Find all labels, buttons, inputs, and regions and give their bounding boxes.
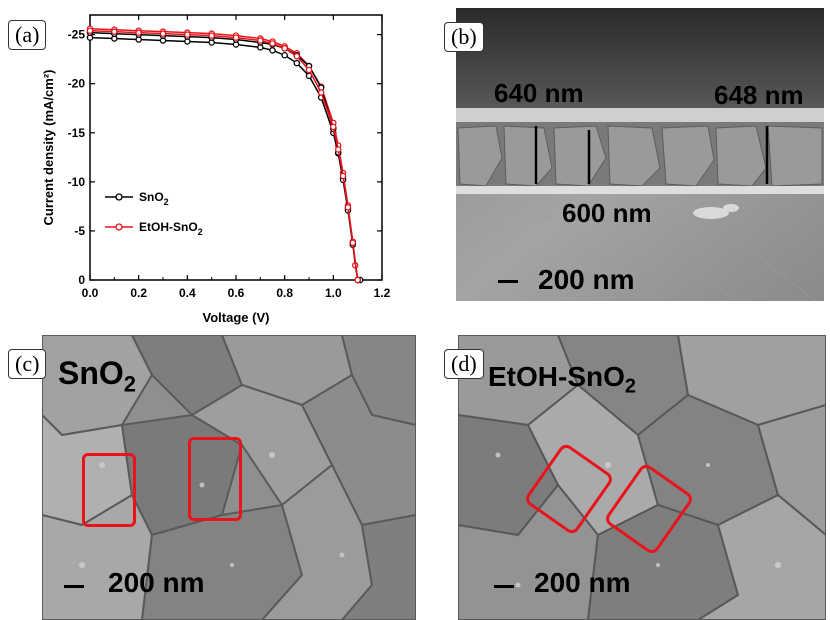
legend-marker (115, 223, 123, 231)
sem-image-sno2 (42, 335, 416, 620)
sample-title-main: EtOH-SnO (488, 361, 625, 392)
series-point (349, 239, 357, 246)
series-line (89, 27, 359, 281)
thickness-label-left: 640 nm (494, 78, 584, 108)
legend-label: EtOH-SnO2 (139, 220, 203, 237)
panel-b-label: (b) (444, 22, 484, 52)
scale-bar (494, 585, 514, 588)
y-tick-label: -25 (68, 28, 86, 42)
series-line (89, 31, 359, 281)
series-point (159, 30, 167, 37)
sem-image-etoh-sno2 (458, 335, 826, 620)
y-axis-label: Current density (mA/cm²) (41, 69, 56, 225)
series-point (281, 51, 288, 59)
series-point (281, 45, 288, 52)
series-point (334, 146, 342, 153)
sem-image-cross-section (456, 8, 824, 301)
x-tick-label: 1.2 (374, 286, 391, 300)
x-tick-label: 0.0 (82, 286, 99, 300)
panel-b: (b) 640 nm 648 nm 600 nm 200 nm (444, 8, 824, 301)
series-point (293, 52, 301, 60)
series-point (269, 40, 276, 47)
x-tick-label: 1.0 (325, 286, 342, 300)
panel-d: (d) EtOH-SnO2 200 nm (444, 335, 826, 620)
series-point (354, 276, 361, 284)
sample-title-subscript: 2 (624, 375, 637, 398)
y-tick-label: -15 (68, 126, 86, 140)
series-point (111, 28, 118, 35)
y-tick-label: 0 (78, 273, 85, 287)
sample-title-subscript: 2 (123, 371, 137, 397)
series-line (89, 29, 359, 281)
series-point (86, 27, 94, 34)
series-line (89, 36, 361, 281)
legend-marker (115, 193, 123, 201)
panel-a-label: (a) (8, 20, 47, 50)
sample-title: SnO2 (58, 355, 136, 397)
series-point (257, 37, 264, 44)
series-point (339, 172, 347, 180)
series-point (293, 59, 301, 67)
y-tick-label: -20 (68, 77, 86, 91)
panel-a: (a) 0.0 0.2 0.4 0.6 0.8 1.0 1.2 0 -5 -10 -15 -20 -25… (0, 0, 415, 325)
series-point (317, 89, 325, 96)
y-tick-label: -5 (74, 224, 85, 238)
panel-c: (c) SnO2 200 nm (8, 335, 416, 620)
legend-label: SnO2 (139, 190, 169, 207)
x-tick-label: 0.8 (276, 286, 293, 300)
jv-chart: 0.0 0.2 0.4 0.6 0.8 1.0 1.2 0 -5 -10 -15 -20 -25 Volt… (41, 14, 391, 325)
series-point (208, 32, 215, 39)
x-tick-label: 0.6 (228, 286, 245, 300)
x-tick-label: 0.2 (130, 286, 147, 300)
thickness-label-bottom: 600 nm (562, 198, 652, 228)
series-point (232, 34, 240, 41)
sample-title-main: SnO (58, 355, 124, 391)
sample-title: EtOH-SnO2 (488, 361, 636, 399)
panel-d-label: (d) (444, 349, 484, 379)
panel-c-label: (c) (8, 349, 47, 379)
scale-bar-text: 200 nm (534, 567, 631, 598)
scale-bar (64, 585, 84, 588)
series-point (305, 66, 313, 74)
x-tick-label: 0.4 (179, 286, 196, 300)
series-point (269, 47, 276, 54)
series-point (135, 29, 142, 36)
x-axis-label: Voltage (V) (203, 310, 270, 325)
thickness-label-right: 648 nm (714, 80, 804, 110)
highlight-box (188, 437, 242, 521)
series-point (330, 123, 337, 131)
scale-bar (498, 280, 518, 283)
highlight-box (82, 453, 136, 527)
series-point (184, 31, 191, 38)
scale-bar-text: 200 nm (538, 264, 635, 295)
scale-bar-text: 200 nm (108, 567, 205, 598)
y-tick-label: -10 (68, 175, 86, 189)
series-point (344, 204, 352, 211)
